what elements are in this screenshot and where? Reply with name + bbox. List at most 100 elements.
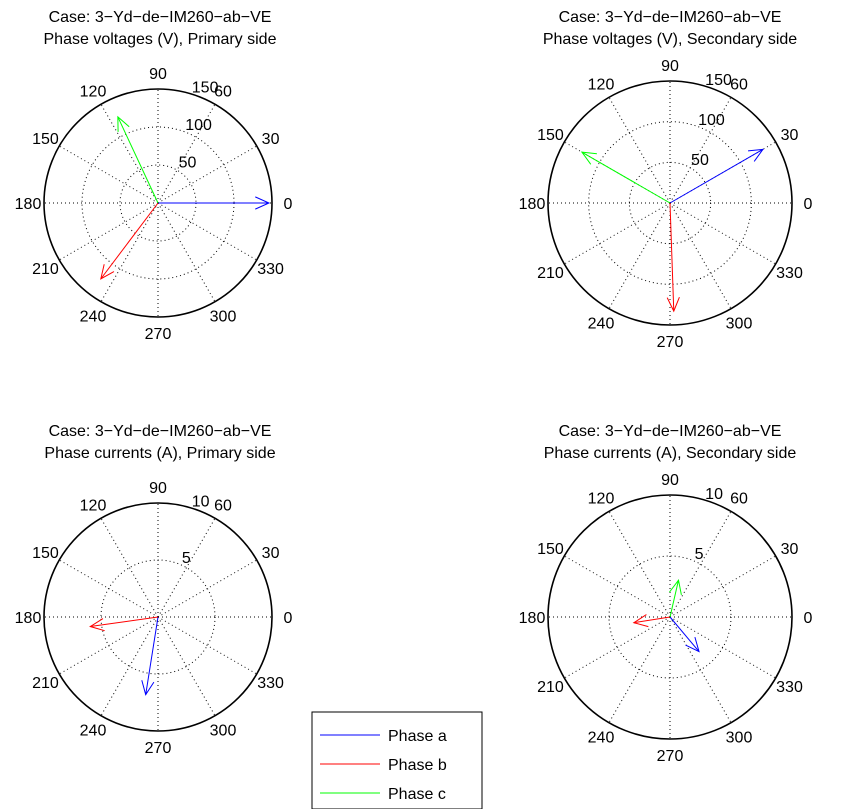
phasor-head [141,680,155,696]
legend-entry-phase-a: Phase a [320,728,447,745]
angle-tick-label: 90 [661,58,679,75]
angle-tick-label: 120 [588,76,615,93]
spoke-line [157,616,216,716]
polar-plots: Case: 3−Yd−de−IM260−ab−VE Phase voltages … [15,9,813,765]
plot-title: Case: 3−Yd−de−IM260−ab−VE [559,423,782,440]
radial-tick-label: 100 [698,112,725,129]
plot-subtitle: Phase voltages (V), Primary side [44,31,277,48]
angle-tick-label: 330 [257,675,284,692]
angle-tick-label: 270 [145,326,172,343]
spoke-line [669,511,732,618]
phasor-shaft [100,202,159,280]
phasor-head [89,618,105,632]
angle-tick-label: 0 [804,610,813,627]
grid-circle [628,161,712,245]
angle-tick-label: 210 [32,261,59,278]
angle-tick-label: 300 [210,723,237,740]
polar-plot-2: Case: 3−Yd−de−IM260−ab−VE Phase voltages … [519,9,813,351]
angle-tick-label: 300 [726,316,753,333]
spoke-line [669,616,776,679]
grid-circle [100,559,216,675]
spoke-line [157,104,216,204]
spoke-line [157,145,257,204]
phasor-head [632,614,649,628]
grid-circle [588,121,752,285]
phasor-phase-a [669,616,700,653]
angle-tick-label: 210 [537,265,564,282]
polar-plot-1: Case: 3−Yd−de−IM260−ab−VE Phase voltages … [15,9,293,343]
phasor-shaft [633,616,671,624]
angle-tick-label: 330 [776,265,803,282]
phasor-shaft [669,580,679,618]
angle-tick-label: 0 [804,196,813,213]
spoke-line [669,202,732,309]
angle-tick-label: 150 [537,127,564,144]
spoke-line [669,97,732,204]
radial-tick-label: 50 [691,152,709,169]
angle-tick-label: 180 [15,610,42,627]
angle-tick-label: 240 [588,730,615,747]
spoke-line [100,104,159,204]
phasor-head [117,115,130,132]
spoke-line [100,202,159,302]
radial-tick-label: 100 [185,117,212,134]
angle-tick-label: 0 [284,610,293,627]
phasor-shaft [669,616,700,652]
polar-plot-3: Case: 3−Yd−de−IM260−ab−VE Phase currents … [15,423,293,757]
phasor-shaft [90,616,159,628]
angle-tick-label: 60 [214,83,232,100]
legend-label-phase-b: Phase b [388,757,447,774]
outer-circle [43,502,273,732]
phasor-phase-b [666,202,680,313]
angle-tick-label: 30 [781,127,799,144]
phasor-head [100,264,115,280]
radial-tick-label: 5 [182,550,191,567]
plot-title: Case: 3−Yd−de−IM260−ab−VE [49,9,272,26]
legend-box [311,711,483,809]
phasor-head [255,196,271,210]
phasor-head [580,151,597,165]
radial-tick-label: 10 [705,486,723,503]
angle-tick-label: 150 [32,545,59,562]
legend-label-phase-c: Phase c [388,786,446,803]
spoke-line [564,616,671,679]
phasor-phase-b [100,202,159,280]
outer-circle [547,80,793,326]
spoke-line [100,616,159,716]
angle-tick-label: 120 [80,497,107,514]
legend-label-phase-a: Phase a [388,728,447,745]
radial-tick-label: 10 [192,494,210,511]
angle-tick-label: 240 [80,723,107,740]
phasor-phase-a [141,616,159,696]
radial-tick-label: 150 [192,80,219,97]
plot-subtitle: Phase voltages (V), Secondary side [543,31,797,48]
phasor-phase-c [117,115,159,204]
spoke-line [608,616,671,723]
angle-tick-label: 180 [519,610,546,627]
spoke-line [157,616,257,675]
angle-tick-label: 30 [262,131,280,148]
plot-title: Case: 3−Yd−de−IM260−ab−VE [49,423,272,440]
angle-tick-label: 270 [657,748,684,765]
angle-tick-label: 90 [661,472,679,489]
spoke-line [608,511,671,618]
outer-circle [43,88,273,318]
angle-tick-label: 300 [210,309,237,326]
angle-tick-label: 150 [32,131,59,148]
spoke-line [564,555,671,618]
phasor-head [748,148,765,162]
spoke-line [669,555,776,618]
legend-entry-phase-b: Phase b [320,757,447,774]
phasor-shaft [581,151,671,204]
spoke-line [157,518,216,618]
spoke-line [157,559,257,618]
angle-tick-label: 210 [537,679,564,696]
plot-subtitle: Phase currents (A), Secondary side [544,445,797,462]
angle-tick-label: 90 [149,66,167,83]
angle-tick-label: 150 [537,541,564,558]
angle-tick-label: 270 [145,740,172,757]
angle-tick-label: 90 [149,480,167,497]
grid-circle [608,555,732,679]
phasor-phase-c [669,578,682,618]
